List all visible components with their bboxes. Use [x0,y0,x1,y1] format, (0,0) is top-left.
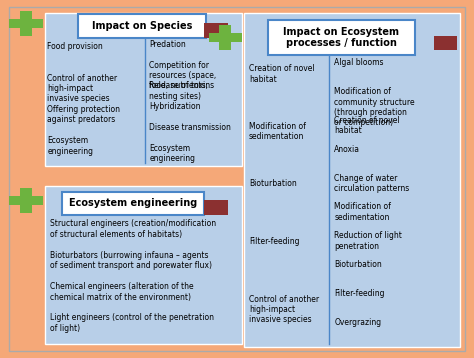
FancyBboxPatch shape [45,186,242,344]
Text: Predation: Predation [149,40,186,49]
Text: Ecosystem
engineering: Ecosystem engineering [149,144,195,164]
FancyBboxPatch shape [204,200,228,215]
Text: Impact on Ecosystem
processes / function: Impact on Ecosystem processes / function [283,27,399,48]
Text: Creation of novel
habitat: Creation of novel habitat [249,64,314,83]
Text: Disease transmission: Disease transmission [149,123,231,132]
FancyBboxPatch shape [268,20,415,55]
Text: Overgrazing: Overgrazing [334,318,381,327]
Text: Release of toxins: Release of toxins [149,81,214,91]
Text: Bioturbation: Bioturbation [249,179,297,188]
Text: Competition for
resources (space,
food, nutrients,
nesting sites): Competition for resources (space, food, … [149,61,217,101]
FancyBboxPatch shape [434,36,457,50]
Text: Ecosystem
engineering: Ecosystem engineering [47,136,93,156]
FancyBboxPatch shape [244,13,460,347]
FancyBboxPatch shape [20,188,32,213]
Text: Impact on Species: Impact on Species [92,21,192,31]
Text: Change of water
circulation patterns: Change of water circulation patterns [334,174,410,193]
Text: Offering protection
against predators: Offering protection against predators [47,105,120,124]
Text: Creation of novel
habitat: Creation of novel habitat [334,116,400,135]
Text: Anoxia: Anoxia [334,145,360,154]
Text: Filter-feeding: Filter-feeding [334,289,385,298]
FancyBboxPatch shape [45,13,242,166]
FancyBboxPatch shape [204,23,228,38]
Text: Food provision: Food provision [47,42,103,51]
FancyBboxPatch shape [20,11,32,36]
Text: Bioturbation: Bioturbation [334,260,382,269]
Text: Reduction of light
penetration: Reduction of light penetration [334,231,402,251]
Text: Bioturbators (burrowing infauna – agents
of sediment transport and porewater flu: Bioturbators (burrowing infauna – agents… [50,251,212,270]
FancyBboxPatch shape [209,33,242,42]
Text: Modification of
community structure
(through predation
or competition): Modification of community structure (thr… [334,87,415,127]
Text: Modification of
sedimentation: Modification of sedimentation [249,122,306,141]
Text: Chemical engineers (alteration of the
chemical matrix of the environment): Chemical engineers (alteration of the ch… [50,282,193,301]
FancyBboxPatch shape [219,25,231,50]
Text: Ecosystem engineering: Ecosystem engineering [69,198,197,208]
FancyBboxPatch shape [9,196,43,205]
FancyBboxPatch shape [78,14,206,38]
Text: Light engineers (control of the penetration
of light): Light engineers (control of the penetrat… [50,314,214,333]
FancyBboxPatch shape [9,19,43,28]
Text: Structural engineers (creation/modification
of structural elements of habitats): Structural engineers (creation/modificat… [50,219,216,239]
Text: Control of another
high-impact
invasive species: Control of another high-impact invasive … [47,74,118,103]
FancyBboxPatch shape [62,192,204,215]
Text: Modification of
sedimentation: Modification of sedimentation [334,203,391,222]
Text: Control of another
high-impact
invasive species: Control of another high-impact invasive … [249,295,319,324]
Text: Algal blooms: Algal blooms [334,58,383,67]
Text: Hybridization: Hybridization [149,102,201,111]
Text: Filter-feeding: Filter-feeding [249,237,300,246]
